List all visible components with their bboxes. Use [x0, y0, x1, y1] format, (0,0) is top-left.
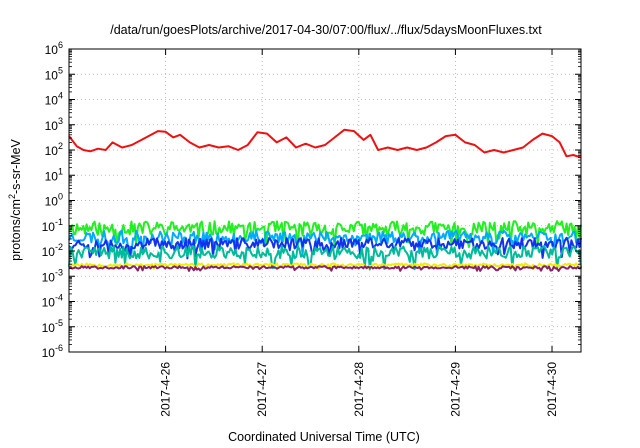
series-line-2 — [68, 237, 582, 260]
y-tick-base: 10 — [45, 119, 59, 133]
y-tick-sup: -2 — [55, 242, 63, 252]
series-line-0 — [68, 220, 582, 248]
series-line-5 — [68, 265, 582, 272]
y-tick-sup: -3 — [55, 267, 63, 277]
x-tick-label: 2017-4-28 — [352, 362, 366, 417]
y-tick-label: 105 — [45, 65, 63, 82]
y-tick-sup: 1 — [58, 166, 63, 176]
y-axis-label-rest: -s-sr-MeV — [9, 138, 23, 194]
y-tick-label: 10-3 — [42, 267, 63, 284]
x-tick-label: 2017-4-27 — [255, 362, 269, 417]
y-tick-sup: 4 — [58, 91, 63, 101]
y-tick-sup: 6 — [58, 40, 63, 50]
y-tick-base: 10 — [45, 169, 59, 183]
y-tick-base: 10 — [45, 195, 59, 209]
y-tick-label: 10-5 — [42, 318, 63, 335]
y-tick-base: 10 — [42, 220, 56, 234]
y-tick-label: 101 — [45, 166, 63, 183]
x-tick-label: 2017-4-30 — [545, 362, 559, 417]
y-tick-base: 10 — [45, 144, 59, 158]
y-tick-base: 10 — [42, 245, 56, 259]
y-tick-label: 10-1 — [42, 217, 63, 234]
y-tick-label: 100 — [45, 192, 63, 209]
y-tick-label: 104 — [45, 91, 63, 108]
y-tick-labels: 10-610-510-410-310-210-11001011021031041… — [42, 40, 63, 360]
chart-title: /data/run/goesPlots/archive/2017-04-30/0… — [110, 23, 542, 37]
y-tick-label: 10-4 — [42, 293, 63, 310]
y-tick-label: 10-6 — [42, 343, 63, 360]
y-tick-sup: 3 — [58, 116, 63, 126]
y-tick-label: 10-2 — [42, 242, 63, 259]
x-tick-label: 2017-4-29 — [448, 362, 462, 417]
y-axis-label-sup: 2 — [7, 194, 17, 199]
y-tick-base: 10 — [45, 43, 59, 57]
y-tick-label: 102 — [45, 141, 63, 158]
x-tick-labels: 2017-4-26 2017-4-27 2017-4-28 2017-4-29 2017… — [159, 362, 559, 417]
y-tick-sup: -5 — [55, 318, 63, 328]
y-axis-label-base: protons/cm — [9, 199, 23, 261]
series-line-6 — [68, 128, 582, 159]
x-axis-label: Coordinated Universal Time (UTC) — [228, 430, 420, 444]
y-tick-sup: 5 — [58, 65, 63, 75]
y-tick-sup: 2 — [58, 141, 63, 151]
axis-ticks — [69, 48, 581, 353]
y-tick-sup: 0 — [58, 192, 63, 202]
y-tick-label: 103 — [45, 116, 63, 133]
y-tick-base: 10 — [42, 346, 56, 360]
y-tick-sup: -6 — [55, 343, 63, 353]
y-axis-label: protons/cm2-s-sr-MeV — [7, 138, 23, 260]
y-tick-sup: -4 — [55, 293, 63, 303]
series-line-3 — [68, 245, 582, 271]
grid-lines — [69, 49, 581, 352]
x-tick-label: 2017-4-26 — [159, 362, 173, 417]
y-tick-label: 106 — [45, 40, 63, 57]
y-tick-base: 10 — [45, 68, 59, 82]
y-tick-sup: -1 — [55, 217, 63, 227]
y-tick-base: 10 — [42, 270, 56, 284]
series-lines — [68, 128, 582, 272]
y-tick-base: 10 — [42, 321, 56, 335]
y-tick-base: 10 — [42, 296, 56, 310]
y-tick-base: 10 — [45, 94, 59, 108]
